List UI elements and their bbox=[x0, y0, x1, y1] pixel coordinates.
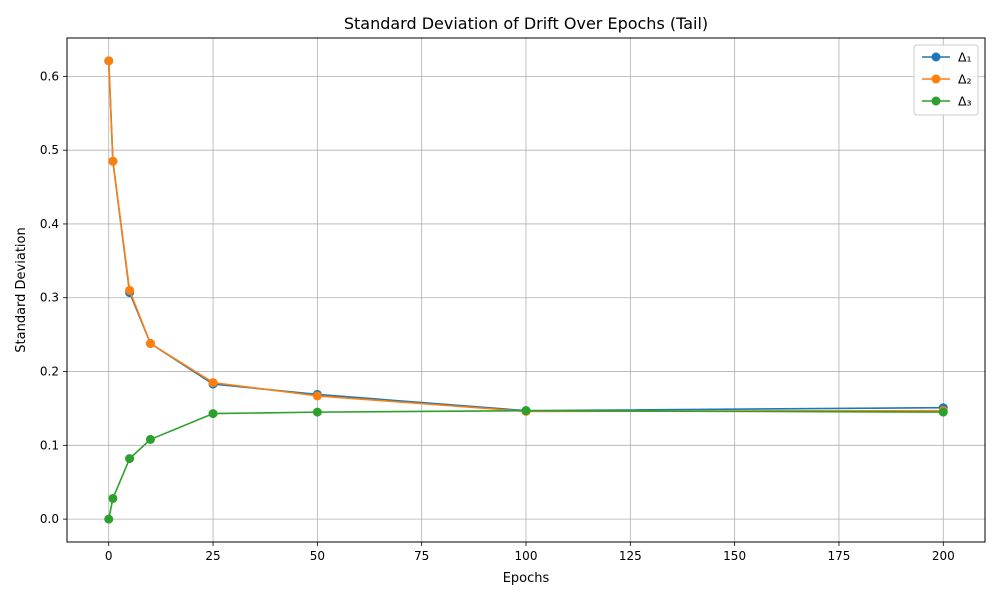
legend-box bbox=[913, 44, 979, 116]
legend-label: Δ₁ bbox=[958, 50, 972, 65]
y-tick-label: 0.6 bbox=[40, 69, 59, 83]
data-point bbox=[108, 493, 118, 503]
x-tick-label: 125 bbox=[619, 549, 642, 563]
data-point bbox=[125, 454, 135, 464]
series-2 bbox=[104, 56, 948, 416]
data-point bbox=[104, 56, 114, 66]
data-point bbox=[312, 391, 322, 401]
y-tick-label: 0.0 bbox=[40, 512, 59, 526]
legend-marker bbox=[931, 74, 941, 84]
series-3 bbox=[104, 406, 948, 524]
y-tick-label: 0.3 bbox=[40, 291, 59, 305]
legend-label: Δ₃ bbox=[958, 94, 972, 109]
x-tick-label: 75 bbox=[414, 549, 429, 563]
grid bbox=[67, 38, 985, 542]
legend: Δ₁ Δ₂ Δ₃ bbox=[913, 44, 979, 116]
legend-label: Δ₂ bbox=[958, 72, 972, 87]
data-point bbox=[104, 514, 114, 524]
x-axis-title: Epochs bbox=[503, 571, 550, 586]
y-tick-label: 0.4 bbox=[40, 217, 59, 231]
data-point bbox=[521, 406, 531, 416]
axes-ticks: 0 25 50 75 100 125 150 175 200 0.0 0.1 0.2 0.3 0.4 0.5… bbox=[40, 69, 955, 563]
legend-marker bbox=[931, 96, 941, 106]
data-point bbox=[208, 378, 218, 388]
y-tick-label: 0.1 bbox=[40, 438, 59, 452]
data-point bbox=[125, 285, 135, 295]
series-line bbox=[107, 409, 944, 520]
series-layer bbox=[104, 56, 948, 524]
x-tick-label: 50 bbox=[310, 549, 325, 563]
y-tick-label: 0.5 bbox=[40, 143, 59, 157]
x-tick-label: 200 bbox=[932, 549, 955, 563]
data-point bbox=[208, 409, 218, 419]
data-point bbox=[312, 407, 322, 417]
series-line bbox=[107, 60, 944, 413]
data-point bbox=[938, 407, 948, 417]
data-point bbox=[145, 338, 155, 348]
x-tick-label: 150 bbox=[723, 549, 746, 563]
y-axis-title: Standard Deviation bbox=[14, 227, 29, 352]
chart-title: Standard Deviation of Drift Over Epochs … bbox=[344, 14, 708, 33]
x-tick-label: 100 bbox=[515, 549, 538, 563]
legend-marker bbox=[931, 52, 941, 62]
x-tick-label: 175 bbox=[828, 549, 851, 563]
x-tick-label: 0 bbox=[105, 549, 113, 563]
data-point bbox=[145, 434, 155, 444]
data-point bbox=[108, 156, 118, 166]
y-tick-label: 0.2 bbox=[40, 365, 59, 379]
x-tick-label: 25 bbox=[205, 549, 220, 563]
